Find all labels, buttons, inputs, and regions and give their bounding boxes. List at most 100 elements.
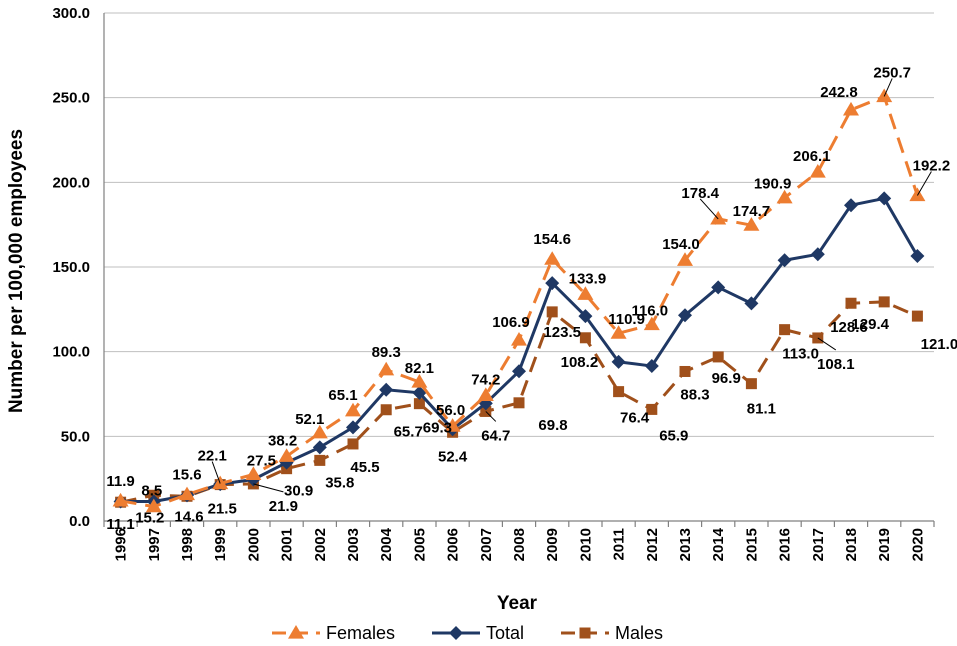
males-data-label: 21.9 [269,498,298,515]
females-data-label: 11.9 [106,473,134,490]
total-point [844,198,858,213]
total-point [744,296,759,311]
males-data-label: 129.4 [851,316,889,333]
legend-item-total: Total [432,623,524,643]
males-data-label: 123.5 [543,324,581,341]
data-labels: 11.9 8.5 15.6 22.1 27.5 38.2 52.165.1 89.382.1 5… [106,64,957,533]
males-point [679,365,691,377]
males-data-label: 88.3 [680,386,709,403]
males-data-label: 14.6 [174,508,203,525]
females-data-label: 65.1 [328,387,357,404]
y-tick-label: 0.0 [69,513,90,530]
females-point [311,424,328,439]
females-point [378,361,395,376]
males-data-label: 65.7 [394,424,423,441]
males-point [579,332,591,344]
y-tick-label: 300.0 [52,5,90,22]
x-tick-label: 2019 [876,528,893,561]
females-data-label: 206.1 [793,148,831,165]
total-point [312,440,327,455]
x-tick-label: 2020 [909,528,926,561]
total-point [611,354,626,369]
females-data-label: 52.1 [295,411,324,428]
females-data-label: 110.9 [608,311,645,328]
legend-item-females: Females [272,623,395,643]
males-leader-line [817,337,837,351]
males-point [745,378,757,390]
total-point [711,280,726,295]
x-tick-label: 2002 [312,528,329,561]
total-point [644,359,659,374]
females-point [909,187,926,202]
legend-label: Males [615,623,663,643]
females-point [411,373,428,388]
x-tick-label: 2009 [544,528,561,561]
males-data-label: 76.4 [620,410,650,427]
legend-swatch-marker [288,625,304,639]
total-point [545,276,560,291]
males-data-label: 108.2 [561,354,599,371]
total-point [346,420,360,435]
females-point [809,164,826,178]
x-tick-label: 2003 [345,528,362,561]
females-point [345,402,361,417]
females-point [743,217,760,231]
males-data-label: 30.9 [284,483,313,500]
females-data-label: 8.5 [141,483,162,500]
legend-swatch-marker [449,626,463,640]
females-data-label: 192.2 [913,158,951,175]
females-data-label: 38.2 [268,432,297,449]
x-axis-title: Year [497,593,538,614]
males-data-label: 96.9 [712,370,741,387]
females-point [544,251,561,265]
females-point [710,210,727,225]
males-point [546,306,558,318]
legend-label: Total [486,623,524,643]
x-tick-label: 2017 [810,528,827,561]
total-point [678,308,692,323]
females-data-label: 154.6 [533,231,571,248]
males-data-label: 108.1 [817,356,855,373]
x-tick-label: 2001 [279,528,296,561]
females-point [511,331,527,346]
females-data-label: 27.5 [247,452,276,469]
x-tick-label: 2006 [445,528,462,561]
x-tick-label: 2007 [478,528,495,561]
x-tick-label: 2018 [843,528,860,561]
females-point [643,316,660,331]
females-data-label: 82.1 [405,360,434,377]
males-leader-line [253,483,284,493]
females-point [577,286,594,300]
x-tick-label: 2014 [710,527,727,561]
females-data-label: 116.0 [631,303,668,320]
legend: Females Total Males [272,623,663,643]
x-tick-label: 1999 [212,528,229,561]
males-point [911,310,923,322]
males-data-label: 121.0 [921,336,957,353]
legend-item-males: Males [561,623,663,643]
females-series [112,88,926,513]
males-data-label: 64.7 [481,427,510,444]
total-point [512,364,526,379]
total-point [379,382,394,397]
y-tick-label: 150.0 [52,259,90,276]
males-point [613,386,625,398]
females-data-label: 106.9 [492,314,530,331]
total-point [578,309,593,324]
females-point [776,189,793,204]
y-tick-labels: 0.0 50.0 100.0 150.0 200.0 250.0 300.0 [52,5,90,530]
males-point [314,454,326,466]
total-point [412,385,427,400]
males-point [413,398,425,410]
females-leader-line [883,78,893,97]
x-tick-label: 2011 [611,528,628,561]
females-data-label: 15.6 [172,467,201,484]
females-point [145,498,162,513]
females-data-label: 89.3 [372,344,401,361]
x-tick-label: 2008 [511,528,528,561]
males-data-label: 113.0 [782,346,819,363]
total-point [910,248,925,263]
females-data-label: 56.0 [436,402,465,419]
males-data-label: 69.8 [538,417,567,434]
